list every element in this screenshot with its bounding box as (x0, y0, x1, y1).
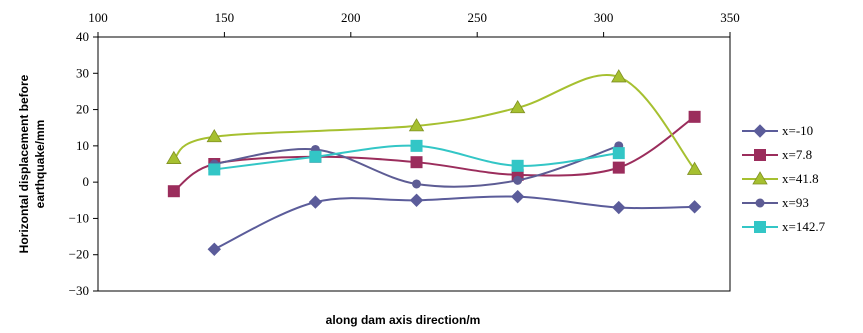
x-tick-label: 150 (215, 10, 235, 25)
data-point (612, 200, 626, 215)
legend-item: x=93 (742, 195, 809, 210)
legend-marker (754, 149, 766, 161)
y-axis-label-line1: Horizontal displacement before (17, 74, 31, 253)
series-0 (207, 189, 702, 256)
data-point (612, 161, 625, 174)
legend: x=-10 x=7.8 x=41.8 x=93 x=142.7 (742, 123, 826, 234)
data-point (308, 195, 323, 209)
legend-label: x=-10 (782, 123, 813, 138)
data-point (208, 163, 221, 176)
y-tick-label: 40 (76, 29, 89, 44)
legend-item: x=-10 (742, 123, 813, 138)
series-layer (166, 69, 703, 256)
series-4 (208, 139, 625, 176)
y-axis-label-line2: earthquake/mm (33, 120, 47, 209)
data-point (410, 139, 423, 152)
x-axis-ticks: 100 150 200 250 300 350 (88, 10, 740, 37)
x-tick-label: 100 (88, 10, 108, 25)
legend-label: x=93 (782, 195, 809, 210)
y-tick-label: 30 (76, 65, 89, 80)
x-tick-label: 250 (467, 10, 487, 25)
series-2 (166, 69, 703, 175)
legend-label: x=7.8 (782, 147, 812, 162)
data-point (686, 161, 703, 175)
legend-label: x=142.7 (782, 219, 826, 234)
data-point (206, 128, 222, 143)
data-point (166, 150, 182, 164)
data-point (409, 193, 424, 207)
data-point (309, 150, 322, 163)
legend-item: x=7.8 (742, 147, 812, 162)
x-axis-label: along dam axis direction/m (326, 313, 481, 327)
data-point (408, 118, 425, 132)
data-point (509, 99, 526, 114)
legend-marker (752, 171, 768, 185)
y-tick-label: 0 (83, 174, 90, 189)
data-point (167, 185, 180, 198)
y-tick-label: 10 (76, 138, 89, 153)
x-tick-label: 200 (341, 10, 361, 25)
data-point (410, 156, 423, 169)
data-point (611, 69, 627, 83)
y-tick-label: −20 (69, 247, 89, 262)
data-point (513, 175, 523, 185)
data-point (510, 189, 525, 204)
legend-marker (755, 198, 765, 208)
legend-item: x=142.7 (742, 219, 826, 234)
y-tick-label: −30 (69, 283, 89, 298)
legend-marker (754, 221, 766, 233)
x-tick-label: 350 (720, 10, 740, 25)
y-axis-ticks: 40 30 20 10 0 −10 −20 −30 (69, 29, 98, 298)
data-point (511, 159, 524, 172)
data-point (612, 147, 625, 160)
x-tick-label: 300 (594, 10, 614, 25)
legend-item: x=41.8 (742, 171, 819, 186)
y-tick-label: −10 (69, 210, 89, 225)
data-point (687, 200, 702, 214)
data-point (412, 179, 422, 189)
y-tick-label: 20 (76, 102, 89, 117)
data-point (207, 242, 221, 256)
data-point (688, 110, 701, 123)
legend-label: x=41.8 (782, 171, 819, 186)
legend-marker (753, 124, 767, 138)
